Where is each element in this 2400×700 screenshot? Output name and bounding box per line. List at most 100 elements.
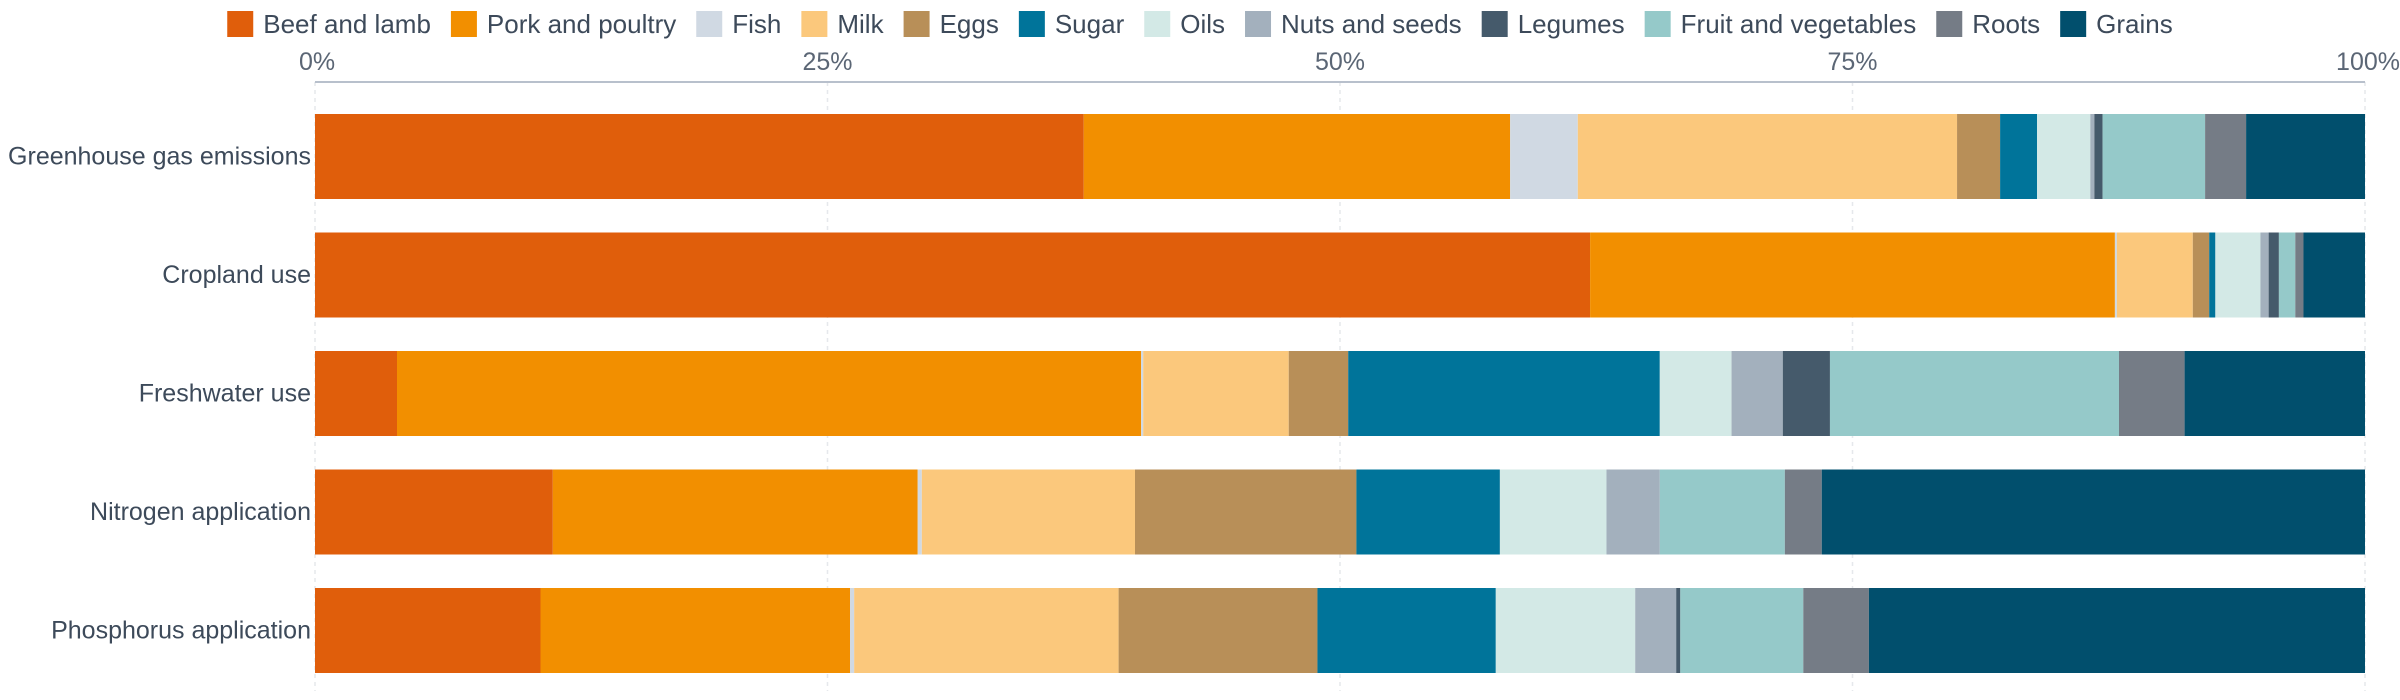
bar-segment-cropland-use-sugar — [2209, 232, 2216, 318]
y-category-label-phosphorus-application: Phosphorus application — [51, 617, 311, 645]
bar-segment-nitrogen-application-milk — [921, 469, 1135, 555]
bar-segment-greenhouse-gas-emissions-nuts-and-seeds — [2090, 114, 2095, 199]
legend-swatch-nuts-and-seeds — [1245, 11, 1272, 37]
x-tick-label-100: 100% — [2336, 48, 2400, 76]
legend-swatch-roots — [1936, 11, 1963, 37]
bar-segment-phosphorus-application-eggs — [1118, 588, 1318, 673]
bar-segment-greenhouse-gas-emissions-roots — [2205, 114, 2247, 199]
x-tick-label-0: 0% — [299, 48, 335, 76]
bar-segment-freshwater-use-fruit-and-vegetables — [1829, 351, 2119, 436]
bar-segment-freshwater-use-sugar — [1348, 351, 1660, 436]
bar-segment-greenhouse-gas-emissions-beef-and-lamb — [315, 114, 1084, 199]
x-tick-label-50: 50% — [1315, 48, 1365, 76]
bar-segment-freshwater-use-grains — [2184, 351, 2365, 436]
bar-segment-phosphorus-application-grains — [1868, 588, 2365, 673]
legend-swatch-sugar — [1018, 11, 1045, 37]
bar-segment-phosphorus-application-nuts-and-seeds — [1635, 588, 1677, 673]
y-category-label-freshwater-use: Freshwater use — [139, 380, 311, 408]
legend-label-roots: Roots — [1972, 9, 2040, 39]
legend-item-fish: Fish — [696, 9, 781, 39]
legend-label-fruit-and-vegetables: Fruit and vegetables — [1681, 9, 1917, 39]
bar-segment-nitrogen-application-roots — [1784, 469, 1822, 555]
y-category-label-greenhouse-gas-emissions: Greenhouse gas emissions — [8, 143, 311, 171]
bar-segment-nitrogen-application-fruit-and-vegetables — [1659, 469, 1785, 555]
bar-segment-greenhouse-gas-emissions-sugar — [2000, 114, 2037, 199]
legend-item-roots: Roots — [1936, 9, 2040, 39]
bar-segment-cropland-use-pork-and-poultry — [1590, 232, 2115, 318]
bar-segment-greenhouse-gas-emissions-milk — [1577, 114, 1958, 199]
y-axis: Greenhouse gas emissions Cropland use Fres… — [8, 143, 311, 645]
bar-segment-nitrogen-application-grains — [1821, 469, 2365, 555]
bar-segment-greenhouse-gas-emissions-grains — [2246, 114, 2365, 199]
legend-item-grains: Grains — [2060, 9, 2173, 39]
bar-row-freshwater-use — [315, 351, 2365, 436]
bar-row-cropland-use — [315, 232, 2365, 318]
legend-item-milk: Milk — [801, 9, 885, 39]
bar-row-phosphorus-application — [315, 588, 2365, 673]
legend-label-oils: Oils — [1180, 9, 1225, 39]
bar-segment-phosphorus-application-oils — [1495, 588, 1636, 673]
bar-segment-greenhouse-gas-emissions-legumes — [2094, 114, 2103, 199]
bar-segment-greenhouse-gas-emissions-fish — [1510, 114, 1578, 199]
legend-label-legumes: Legumes — [1518, 9, 1625, 39]
bar-segment-freshwater-use-fish — [1141, 351, 1144, 436]
legend-swatch-fish — [696, 11, 723, 37]
bar-segment-cropland-use-fruit-and-vegetables — [2278, 232, 2296, 318]
legend-swatch-fruit-and-vegetables — [1644, 11, 1671, 37]
bar-segment-phosphorus-application-pork-and-poultry — [540, 588, 851, 673]
bar-segment-nitrogen-application-beef-and-lamb — [315, 469, 553, 555]
bar-segment-phosphorus-application-legumes — [1676, 588, 1681, 673]
legend-swatch-legumes — [1481, 11, 1508, 37]
bar-segment-phosphorus-application-roots — [1803, 588, 1869, 673]
legend-swatch-oils — [1144, 11, 1171, 37]
legend-item-pork-and-poultry: Pork and poultry — [450, 9, 676, 39]
legend-label-pork-and-poultry: Pork and poultry — [487, 9, 676, 39]
bar-segment-freshwater-use-eggs — [1288, 351, 1349, 436]
bar-segment-phosphorus-application-sugar — [1317, 588, 1496, 673]
bar-segment-nitrogen-application-pork-and-poultry — [552, 469, 918, 555]
bar-segment-nitrogen-application-nuts-and-seeds — [1606, 469, 1660, 555]
bar-segment-greenhouse-gas-emissions-fruit-and-vegetables — [2102, 114, 2206, 199]
x-tick-label-25: 25% — [802, 48, 852, 76]
bar-segment-freshwater-use-oils — [1659, 351, 1732, 436]
bar-segment-cropland-use-legumes — [2268, 232, 2279, 318]
bar-segment-phosphorus-application-fish — [850, 588, 855, 673]
legend-item-nuts-and-seeds: Nuts and seeds — [1245, 9, 1462, 39]
bar-segment-phosphorus-application-beef-and-lamb — [315, 588, 541, 673]
bar-segment-freshwater-use-milk — [1143, 351, 1289, 436]
legend-label-grains: Grains — [2096, 9, 2173, 39]
bar-segment-phosphorus-application-fruit-and-vegetables — [1680, 588, 1804, 673]
bar-segment-nitrogen-application-fish — [917, 469, 922, 555]
bar-segment-phosphorus-application-milk — [854, 588, 1119, 673]
bar-segment-greenhouse-gas-emissions-pork-and-poultry — [1083, 114, 1511, 199]
legend: Beef and lamb Pork and poultry Fish Milk Egg… — [227, 9, 2173, 39]
legend-swatch-milk — [801, 11, 828, 37]
bars — [315, 114, 2365, 673]
bar-segment-freshwater-use-nuts-and-seeds — [1731, 351, 1783, 436]
legend-item-fruit-and-vegetables: Fruit and vegetables — [1644, 9, 1917, 39]
bar-segment-greenhouse-gas-emissions-oils — [2037, 114, 2091, 199]
x-tick-label-75: 75% — [1827, 48, 1877, 76]
legend-label-fish: Fish — [732, 9, 781, 39]
legend-item-oils: Oils — [1144, 9, 1225, 39]
legend-label-eggs: Eggs — [940, 9, 999, 39]
legend-label-beef-and-lamb: Beef and lamb — [263, 9, 431, 39]
legend-swatch-pork-and-poultry — [450, 11, 477, 37]
bar-segment-freshwater-use-roots — [2119, 351, 2185, 436]
bar-row-nitrogen-application — [315, 469, 2365, 555]
bar-segment-cropland-use-beef-and-lamb — [315, 232, 1591, 318]
legend-item-sugar: Sugar — [1018, 9, 1125, 39]
bar-segment-cropland-use-milk — [2116, 232, 2193, 318]
bar-segment-freshwater-use-pork-and-poultry — [397, 351, 1142, 436]
bar-row-greenhouse-gas-emissions — [315, 114, 2365, 199]
bar-segment-cropland-use-nuts-and-seeds — [2260, 232, 2269, 318]
legend-item-legumes: Legumes — [1481, 9, 1625, 39]
bar-segment-cropland-use-eggs — [2192, 232, 2210, 318]
bar-segment-cropland-use-roots — [2295, 232, 2304, 318]
legend-item-eggs: Eggs — [903, 9, 999, 39]
bar-segment-cropland-use-oils — [2215, 232, 2261, 318]
bar-segment-nitrogen-application-sugar — [1356, 469, 1500, 555]
legend-swatch-grains — [2060, 11, 2087, 37]
legend-swatch-beef-and-lamb — [227, 11, 254, 37]
